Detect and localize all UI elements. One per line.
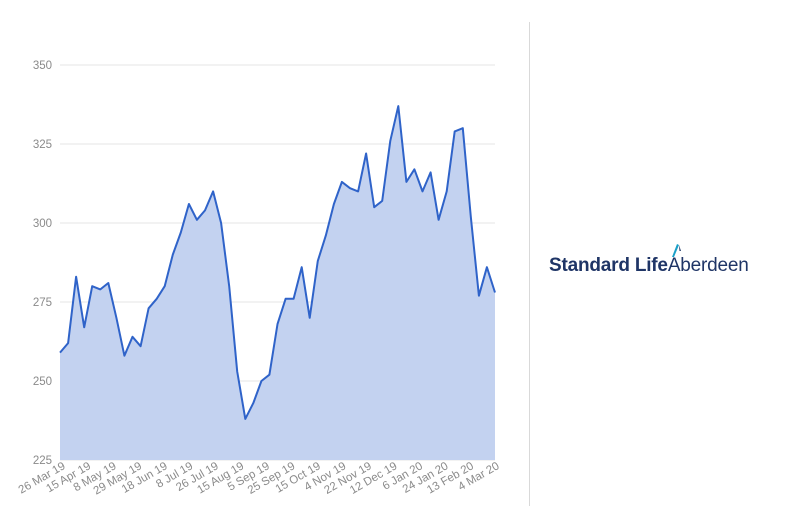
y-tick-label: 225 xyxy=(33,455,52,467)
y-tick-label: 350 xyxy=(33,60,52,72)
y-tick-label: 300 xyxy=(33,218,52,230)
panel-divider xyxy=(529,22,530,506)
y-axis-tick-labels: 225 250 275 300 325 350 xyxy=(33,60,52,467)
y-tick-label: 275 xyxy=(33,297,52,309)
y-tick-label: 325 xyxy=(33,139,52,151)
logo-wordmark-part2: Aberdeen xyxy=(667,255,749,276)
logo-wordmark: Standard LifeAberdeen xyxy=(549,255,749,277)
standard-life-aberdeen-logo: Standard LifeAberdeen xyxy=(549,244,779,284)
y-tick-label: 250 xyxy=(33,376,52,388)
logo-accent-icon xyxy=(672,244,681,257)
area-series xyxy=(59,105,496,460)
series-area-fill xyxy=(60,106,495,460)
logo-wordmark-part1: Standard Life xyxy=(549,255,668,276)
